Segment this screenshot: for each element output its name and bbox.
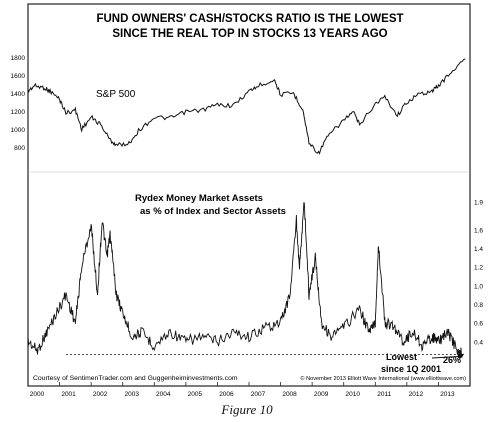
chart-border (27, 3, 471, 387)
lower-y-tick-label: 1.4 (474, 246, 483, 253)
lower-y-tick-label: 0.4 (474, 339, 483, 346)
lower-y-tick-label: 1.6 (474, 227, 483, 234)
chart-title-line2: SINCE THE REAL TOP IN STOCKS 13 YEARS AG… (112, 28, 387, 40)
upper-y-tick-label: 1400 (11, 91, 26, 98)
sp500-line (27, 58, 466, 155)
lower-y-tick-label: 1.2 (474, 265, 483, 272)
x-tick-label: 2006 (219, 391, 234, 398)
lower-y-tick-label: 0.8 (474, 302, 483, 309)
upper-y-axis: 800 1000 1200 1400 1600 1800 (11, 55, 26, 152)
x-tick-label: 2004 (156, 391, 171, 398)
x-tick-label: 2005 (188, 391, 203, 398)
x-axis: 2000 2001 2002 2003 2004 2005 2006 2007 2008 2009… (27, 382, 455, 398)
annotation-arrow (431, 355, 461, 359)
x-tick-label: 2003 (124, 391, 139, 398)
upper-y-tick-label: 1200 (11, 109, 26, 116)
x-tick-label: 2010 (345, 391, 360, 398)
upper-y-tick-label: 1000 (11, 127, 26, 134)
x-tick-label: 2011 (377, 391, 391, 398)
annotation-value: 26% (443, 355, 461, 365)
x-tick-label: 2002 (93, 391, 108, 398)
x-tick-label: 2009 (314, 391, 329, 398)
x-tick-label: 2001 (61, 391, 76, 398)
rydex-title: Rydex Money Market Assets (135, 193, 263, 204)
x-tick-label: 2012 (409, 391, 424, 398)
upper-y-tick-label: 800 (14, 145, 25, 152)
rydex-line (27, 202, 464, 358)
lower-y-tick-label: 1.9 (474, 199, 483, 206)
chart-title-line1: FUND OWNERS' CASH/STOCKS RATIO IS THE LO… (96, 13, 403, 25)
annotation-lowest: Lowest (386, 352, 417, 362)
lower-y-axis: 0.4 0.6 0.8 1.0 1.2 1.4 1.6 1.9 (474, 199, 483, 346)
annotation-since: since 1Q 2001 (381, 364, 441, 374)
sp500-series-label: S&P 500 (96, 89, 136, 100)
credit-right: © November 2013 Elliott Wave Internation… (300, 375, 466, 382)
x-tick-label: 2000 (30, 391, 45, 398)
upper-y-tick-label: 1600 (11, 73, 26, 80)
credit-left: Courtesy of SentimenTrader.com and Gugge… (33, 375, 238, 382)
x-tick-label: 2013 (440, 391, 455, 398)
figure-caption: Figure 10 (221, 402, 273, 417)
lower-y-tick-label: 0.6 (474, 321, 483, 328)
annotation-arrow-head (456, 353, 464, 360)
lower-y-tick-label: 1.0 (474, 283, 483, 290)
upper-y-tick-label: 1800 (11, 55, 26, 62)
x-tick-label: 2007 (251, 391, 266, 398)
x-tick-label: 2008 (282, 391, 297, 398)
rydex-subtitle: as % of Index and Sector Assets (140, 206, 286, 217)
